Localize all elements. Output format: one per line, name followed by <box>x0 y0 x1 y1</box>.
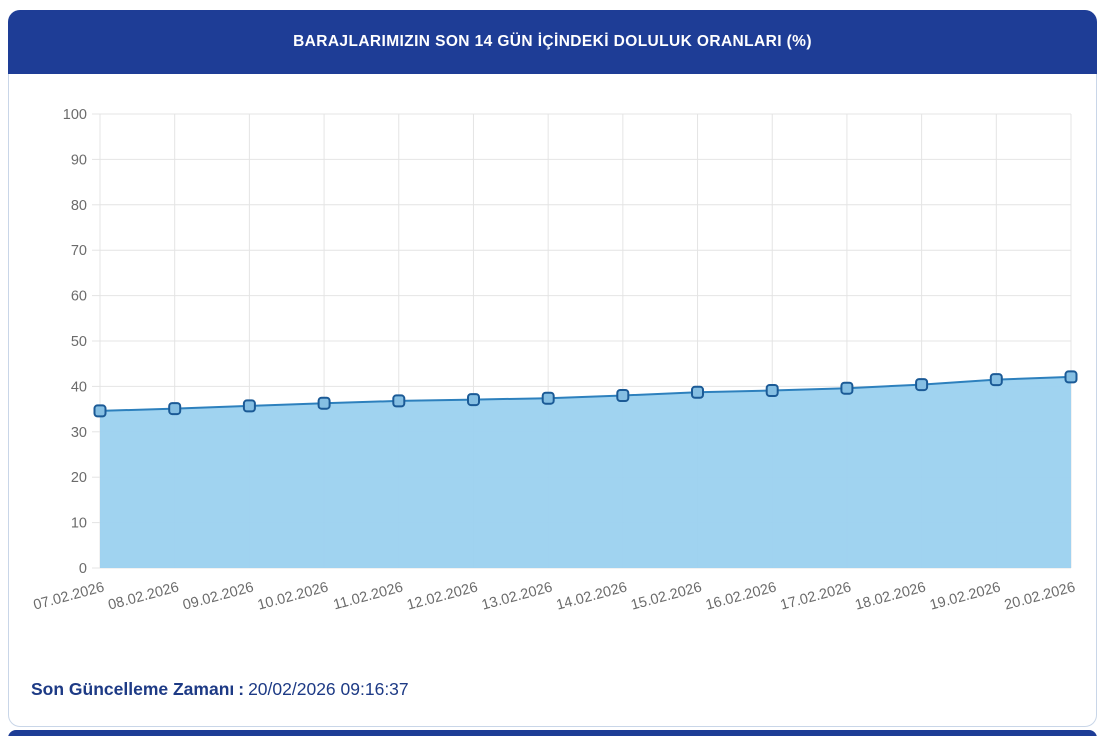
y-tick-label: 80 <box>71 198 87 214</box>
x-tick-label: 15.02.2026 <box>629 579 703 613</box>
y-tick-label: 40 <box>71 379 87 395</box>
x-tick-label: 19.02.2026 <box>928 579 1002 613</box>
x-tick-label: 07.02.2026 <box>32 579 106 613</box>
data-point[interactable] <box>616 389 630 402</box>
y-tick-label: 70 <box>71 243 87 259</box>
x-tick-label: 09.02.2026 <box>181 579 255 613</box>
area-fill <box>100 376 1071 568</box>
last-update-line: Son Güncelleme Zamanı:20/02/2026 09:16:3… <box>31 679 1096 700</box>
data-point[interactable] <box>242 399 256 413</box>
data-line <box>99 375 1072 412</box>
x-tick-label: 11.02.2026 <box>332 579 405 613</box>
x-tick-label: 10.02.2026 <box>256 579 330 613</box>
x-tick-label: 18.02.2026 <box>853 579 927 613</box>
data-point[interactable] <box>1064 370 1078 384</box>
y-tick-label: 90 <box>71 152 87 168</box>
x-tick-label: 12.02.2026 <box>405 579 479 613</box>
x-tick-label: 13.02.2026 <box>480 579 554 613</box>
y-tick-label: 10 <box>71 516 87 532</box>
x-tick-label: 17.02.2026 <box>779 579 853 613</box>
data-point[interactable] <box>392 394 406 408</box>
chart-canvas[interactable]: 0 10 20 30 40 50 60 70 80 90 100 07.02.2026 08.02.20… <box>9 74 1096 619</box>
data-point[interactable] <box>317 396 331 410</box>
chart-header: BARAJLARIMIZIN SON 14 GÜN İÇİNDEKİ DOLUL… <box>8 10 1097 74</box>
y-tick-label: 60 <box>71 289 87 305</box>
last-update-label: Son Güncelleme Zamanı <box>31 679 235 699</box>
chart-title: BARAJLARIMIZIN SON 14 GÜN İÇİNDEKİ DOLUL… <box>293 33 812 50</box>
x-tick-label: 16.02.2026 <box>704 579 778 613</box>
y-tick-label: 100 <box>63 107 87 123</box>
data-point[interactable] <box>691 385 704 399</box>
x-tick-label: 14.02.2026 <box>555 579 629 613</box>
data-point[interactable] <box>765 384 779 397</box>
data-point[interactable] <box>840 381 854 395</box>
last-update-value: 20/02/2026 09:16:37 <box>248 679 409 699</box>
y-tick-label: 30 <box>71 425 87 441</box>
data-point[interactable] <box>989 373 1003 387</box>
chart-card: BARAJLARIMIZIN SON 14 GÜN İÇİNDEKİ DOLUL… <box>8 10 1097 727</box>
last-update-separator: : <box>238 679 245 699</box>
y-tick-label: 20 <box>71 470 87 486</box>
data-point[interactable] <box>915 378 929 392</box>
y-tick-label: 50 <box>71 334 87 350</box>
data-point[interactable] <box>168 402 182 416</box>
x-tick-label: 08.02.2026 <box>106 579 180 613</box>
footer-bar <box>8 730 1097 736</box>
dam-fill-area-chart[interactable]: 0 10 20 30 40 50 60 70 80 90 100 07.02.2026 08.02.20… <box>9 74 1096 619</box>
y-tick-label: 0 <box>79 561 87 577</box>
data-point[interactable] <box>93 404 107 418</box>
data-point[interactable] <box>467 393 480 407</box>
x-tick-label: 20.02.2026 <box>1003 579 1077 613</box>
data-point[interactable] <box>541 391 555 405</box>
